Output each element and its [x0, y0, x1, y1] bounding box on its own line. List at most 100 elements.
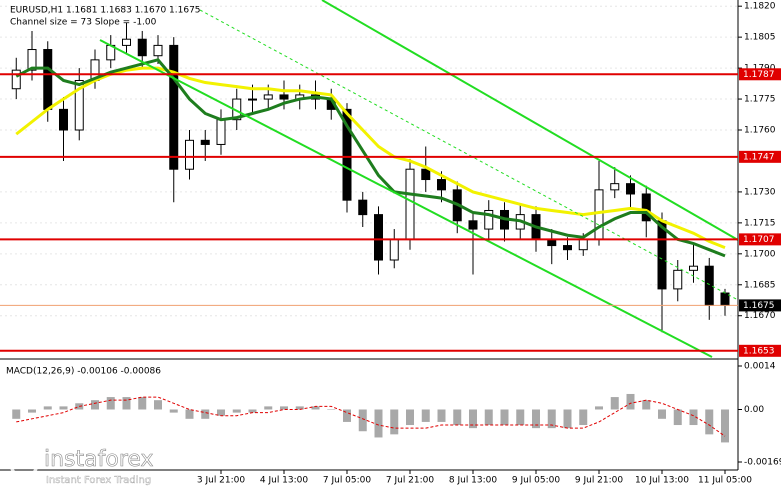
y-tick-label: 1.1700 — [744, 249, 776, 259]
y-tick-label: 0.0014 — [744, 362, 776, 372]
candle-body — [563, 245, 572, 251]
level-label-box — [739, 150, 781, 163]
macd-bar — [453, 409, 462, 426]
macd-bar — [437, 409, 446, 422]
macd-bar — [516, 409, 525, 426]
level-label-box — [739, 233, 781, 246]
macd-bar — [673, 409, 682, 426]
candle-body — [137, 38, 147, 57]
x-tick-label: 9 Jul 21:00 — [575, 476, 624, 486]
x-tick-label: 8 Jul 13:00 — [449, 476, 498, 486]
level-label-box — [739, 68, 781, 81]
level-label: 1.1787 — [743, 70, 775, 80]
macd-signal — [16, 396, 726, 437]
macd-bar — [169, 409, 178, 413]
macd-bar — [248, 409, 257, 413]
price-pane — [0, 5, 738, 333]
candle-body — [358, 199, 368, 216]
candle-body — [374, 214, 383, 261]
candle-body — [704, 265, 714, 306]
macd-bar — [626, 393, 635, 410]
macd-bar — [264, 406, 273, 410]
candle-body — [389, 238, 399, 261]
candle-body — [74, 79, 84, 131]
macd-bar — [28, 409, 36, 413]
macd-bar — [280, 406, 288, 410]
moving-average — [15, 66, 726, 250]
macd-bar — [311, 406, 320, 410]
y-tick-label: 1.1775 — [744, 95, 776, 105]
y-tick-label: 0.00 — [744, 405, 764, 415]
macd-bar — [563, 409, 572, 429]
level-label: 1.1747 — [743, 152, 775, 162]
watermark: instaforex Instant Forex Trading — [8, 446, 154, 486]
tagline: Instant Forex Trading — [46, 475, 151, 486]
candle-body — [594, 189, 604, 240]
macd-bar — [232, 409, 241, 413]
candle-body — [468, 220, 478, 230]
macd-title: MACD(12,26,9) -0.00106 -0.00086 — [6, 367, 161, 377]
macd-bar — [217, 409, 225, 416]
macd-bar — [91, 400, 99, 410]
candle-body — [610, 183, 620, 191]
macd-bar — [390, 409, 399, 435]
candle-body — [578, 238, 588, 251]
x-tick-label: 7 Jul 21:00 — [386, 476, 435, 486]
y-tick-label: 1.1715 — [744, 218, 776, 228]
macd-bar — [59, 406, 68, 410]
macd-bar — [579, 409, 588, 426]
candle-body — [27, 49, 37, 71]
macd-bar — [421, 409, 430, 422]
candle-body — [216, 119, 226, 145]
candle-body — [689, 265, 698, 271]
x-tick-label: 3 Jul 21:00 — [197, 476, 246, 486]
macd-bar — [689, 409, 698, 426]
candle-body — [279, 94, 289, 100]
candle-body — [11, 69, 21, 90]
macd-bar — [469, 409, 477, 429]
macd-bar — [406, 409, 414, 426]
macd-bar — [201, 409, 210, 419]
macd-bar — [106, 397, 115, 410]
macd-bar — [138, 397, 147, 410]
current-price-box — [739, 299, 781, 312]
x-tick-label: 7 Jul 05:00 — [323, 476, 372, 486]
macd-bar — [358, 409, 367, 432]
macd-bar — [295, 406, 304, 410]
x-tick-label: 10 Jul 13:00 — [635, 476, 689, 486]
candle-body — [720, 292, 730, 306]
candle-body — [248, 98, 257, 101]
macd-bar — [547, 409, 556, 429]
candle-body — [437, 179, 446, 191]
x-tick-label: 11 Jul 05:00 — [698, 476, 752, 486]
macd-bar — [12, 409, 21, 419]
macd-bar — [721, 409, 729, 443]
y-tick-label: 1.1760 — [744, 126, 776, 136]
macd-bar — [532, 409, 540, 429]
moving-average — [15, 58, 726, 258]
y-tick-label: 1.1730 — [744, 187, 776, 197]
candle-body — [484, 209, 494, 230]
candle-body — [405, 168, 415, 240]
level-label: 1.1653 — [743, 346, 775, 356]
level-label: 1.1707 — [743, 235, 775, 245]
level-label-box — [739, 344, 781, 357]
chart-title: EURUSD,H1 1.1681 1.1683 1.1670 1.1675 — [10, 6, 201, 16]
macd-bar — [705, 409, 714, 435]
macd-bar — [374, 409, 383, 438]
current-price-label: 1.1675 — [743, 301, 775, 311]
macd-bar — [500, 409, 509, 426]
candle-body — [673, 269, 683, 290]
candle-body — [169, 44, 179, 170]
macd-bar — [610, 397, 619, 410]
candle-body — [122, 38, 131, 46]
chart-subtitle: Channel size = 73 Slope = -1.00 — [10, 18, 157, 28]
macd-bar — [595, 406, 603, 410]
y-tick-label: 1.1670 — [744, 311, 776, 321]
macd-bar — [484, 409, 493, 426]
channel-lower — [99, 39, 713, 358]
macd-bar — [43, 406, 52, 410]
candle-body — [185, 139, 194, 170]
y-tick-label: 1.1820 — [744, 2, 776, 12]
